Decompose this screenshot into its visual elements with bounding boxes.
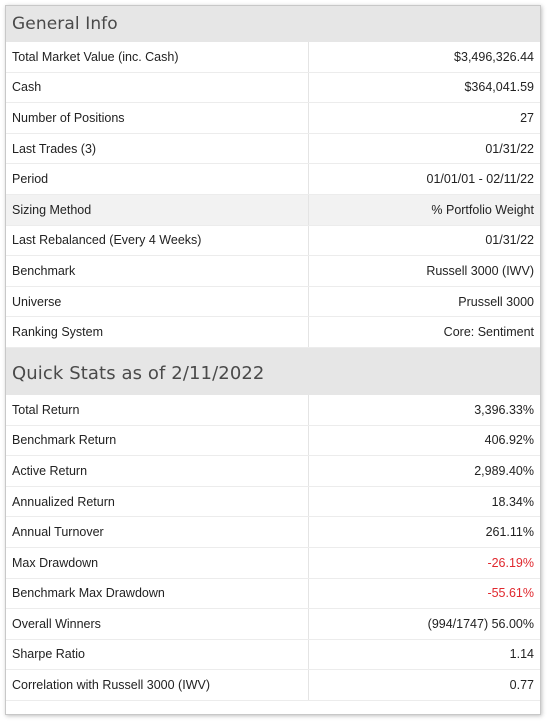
row-label: Total Return — [6, 394, 309, 425]
table-row: Overall Winners (994/1747) 56.00% — [6, 609, 540, 640]
row-label: Universe — [6, 286, 309, 317]
quick-stats-header: Quick Stats as of 2/11/2022 — [6, 347, 540, 395]
table-row: Last Trades (3) 01/31/22 — [6, 133, 540, 165]
row-label: Sizing Method — [6, 194, 309, 225]
row-value: Prussell 3000 — [458, 294, 534, 309]
row-value: Russell 3000 (IWV) — [426, 263, 534, 278]
row-label: Active Return — [6, 456, 309, 486]
row-value: 1.14 — [509, 647, 534, 662]
row-label: Period — [6, 164, 309, 194]
row-value: 27 — [520, 110, 534, 125]
table-row: Total Market Value (inc. Cash) $3,496,32… — [6, 42, 540, 73]
row-label: Benchmark Return — [6, 425, 309, 456]
row-value: 18.34% — [491, 494, 534, 509]
row-value: 01/01/01 - 02/11/22 — [426, 172, 535, 187]
row-label: Last Trades (3) — [6, 133, 309, 164]
table-row: Ranking System Core: Sentiment — [6, 317, 540, 348]
row-label: Annualized Return — [6, 486, 309, 517]
table-row: Universe Prussell 3000 — [6, 286, 540, 318]
row-label: Benchmark — [6, 256, 309, 286]
row-label: Last Rebalanced (Every 4 Weeks) — [6, 225, 309, 256]
table-row: Sizing Method % Portfolio Weight — [6, 194, 540, 226]
row-value: $364,041.59 — [464, 80, 534, 95]
row-value: (994/1747) 56.00% — [427, 616, 534, 631]
table-row: Benchmark Max Drawdown -55.61% — [6, 578, 540, 610]
row-label: Correlation with Russell 3000 (IWV) — [6, 670, 309, 700]
table-row: Last Rebalanced (Every 4 Weeks) 01/31/22 — [6, 225, 540, 257]
table-row: Sharpe Ratio 1.14 — [6, 639, 540, 671]
row-label: Overall Winners — [6, 609, 309, 639]
table-row: Correlation with Russell 3000 (IWV) 0.77 — [6, 670, 540, 701]
table-row: Annual Turnover 261.11% — [6, 517, 540, 548]
row-label: Sharpe Ratio — [6, 639, 309, 670]
row-value: 0.77 — [509, 678, 534, 693]
row-value: 406.92% — [484, 433, 534, 448]
row-value: 261.11% — [485, 525, 534, 540]
row-label: Ranking System — [6, 317, 309, 347]
row-label: Benchmark Max Drawdown — [6, 578, 309, 609]
row-value: % Portfolio Weight — [431, 202, 534, 217]
row-value: 3,396.33% — [474, 402, 534, 417]
row-label: Max Drawdown — [6, 547, 309, 578]
table-row: Number of Positions 27 — [6, 103, 540, 134]
portfolio-summary-panel: General Info Total Market Value (inc. Ca… — [5, 5, 541, 715]
row-label: Cash — [6, 72, 309, 103]
table-row: Cash $364,041.59 — [6, 72, 540, 104]
row-value: 01/31/22 — [485, 233, 534, 248]
table-row: Period 01/01/01 - 02/11/22 — [6, 164, 540, 195]
row-value-negative: -55.61% — [487, 586, 534, 601]
table-row: Total Return 3,396.33% — [6, 394, 540, 426]
row-value: 01/31/22 — [485, 141, 534, 156]
table-row: Annualized Return 18.34% — [6, 486, 540, 518]
table-row: Active Return 2,989.40% — [6, 456, 540, 487]
table-row: Benchmark Russell 3000 (IWV) — [6, 256, 540, 287]
row-value: $3,496,326.44 — [454, 49, 534, 64]
general-info-header: General Info — [6, 6, 540, 42]
row-value-negative: -26.19% — [487, 555, 534, 570]
row-value: 2,989.40% — [474, 463, 534, 478]
table-row: Max Drawdown -26.19% — [6, 547, 540, 579]
row-label: Total Market Value (inc. Cash) — [6, 42, 309, 72]
table-row: Benchmark Return 406.92% — [6, 425, 540, 457]
row-value: Core: Sentiment — [443, 325, 534, 340]
row-label: Number of Positions — [6, 103, 309, 133]
row-label: Annual Turnover — [6, 517, 309, 547]
